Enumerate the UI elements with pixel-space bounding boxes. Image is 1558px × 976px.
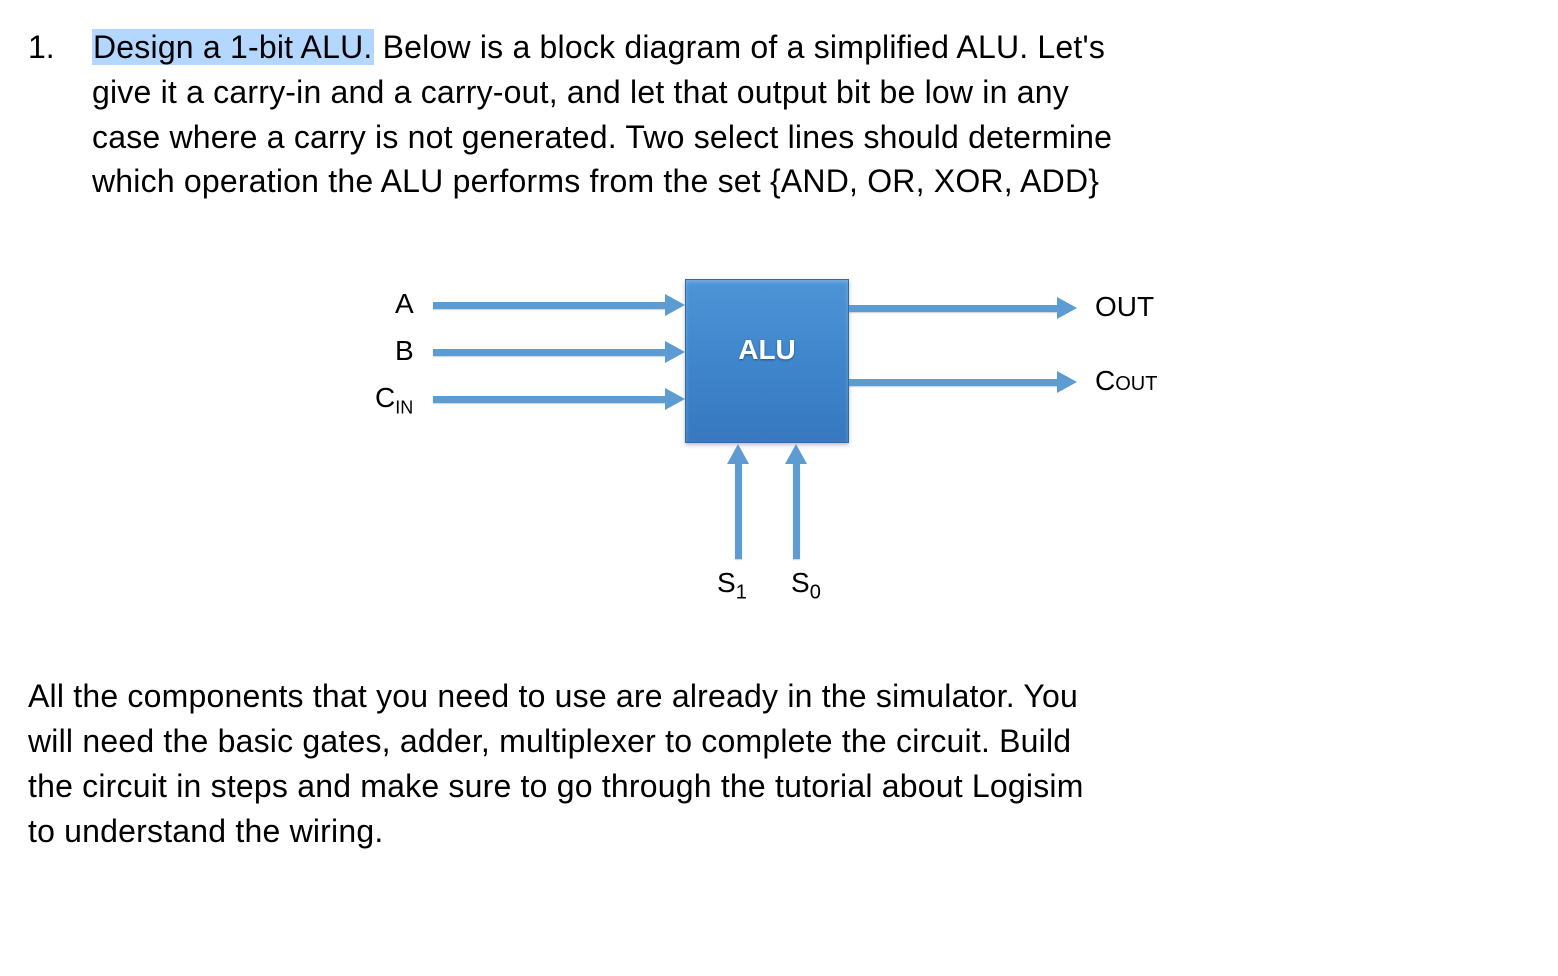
label-a: A (395, 288, 414, 320)
bottom-line4: to understand the wiring. (28, 813, 383, 849)
arrowhead-cout (1057, 371, 1077, 393)
bottom-paragraph: All the components that you need to use … (28, 674, 1518, 853)
top-line3: case where a carry is not generated. Two… (92, 119, 1112, 155)
top-line1-rest: Below is a block diagram of a simplified… (374, 29, 1106, 65)
alu-block: ALU (685, 279, 849, 443)
label-s0: S0 (791, 567, 821, 605)
numbered-item: 1. Design a 1-bit ALU. Below is a block … (28, 25, 1518, 204)
wire-s1 (735, 464, 742, 559)
top-line2: give it a carry-in and a carry-out, and … (92, 74, 1069, 110)
wire-b (433, 349, 665, 356)
label-b: B (395, 335, 414, 367)
alu-block-label: ALU (738, 334, 796, 366)
top-line4: which operation the ALU performs from th… (92, 163, 1099, 199)
label-cout: COUT (1095, 365, 1157, 397)
label-s1: S1 (717, 567, 747, 605)
highlighted-text: Design a 1-bit ALU. (92, 29, 374, 65)
bottom-line3: the circuit in steps and make sure to go… (28, 768, 1084, 804)
page: 1. Design a 1-bit ALU. Below is a block … (0, 0, 1558, 976)
arrowhead-out (1057, 297, 1077, 319)
wire-out (849, 305, 1059, 312)
wire-s0 (793, 464, 800, 559)
arrowhead-cin (665, 388, 685, 410)
list-number: 1. (28, 25, 92, 70)
diagram-container: ALU A B CIN OUT COUT (28, 259, 1518, 619)
bottom-line2: will need the basic gates, adder, multip… (28, 723, 1071, 759)
bottom-line1: All the components that you need to use … (28, 678, 1078, 714)
label-out: OUT (1095, 291, 1154, 323)
wire-cout (849, 379, 1059, 386)
arrowhead-b (665, 341, 685, 363)
wire-a (433, 302, 665, 309)
label-cin: CIN (375, 382, 413, 419)
arrowhead-a (665, 294, 685, 316)
arrowhead-s0 (785, 444, 807, 464)
top-paragraph: Design a 1-bit ALU. Below is a block dia… (92, 25, 1112, 204)
wire-cin (433, 396, 665, 403)
alu-block-diagram: ALU A B CIN OUT COUT (373, 259, 1173, 619)
arrowhead-s1 (727, 444, 749, 464)
